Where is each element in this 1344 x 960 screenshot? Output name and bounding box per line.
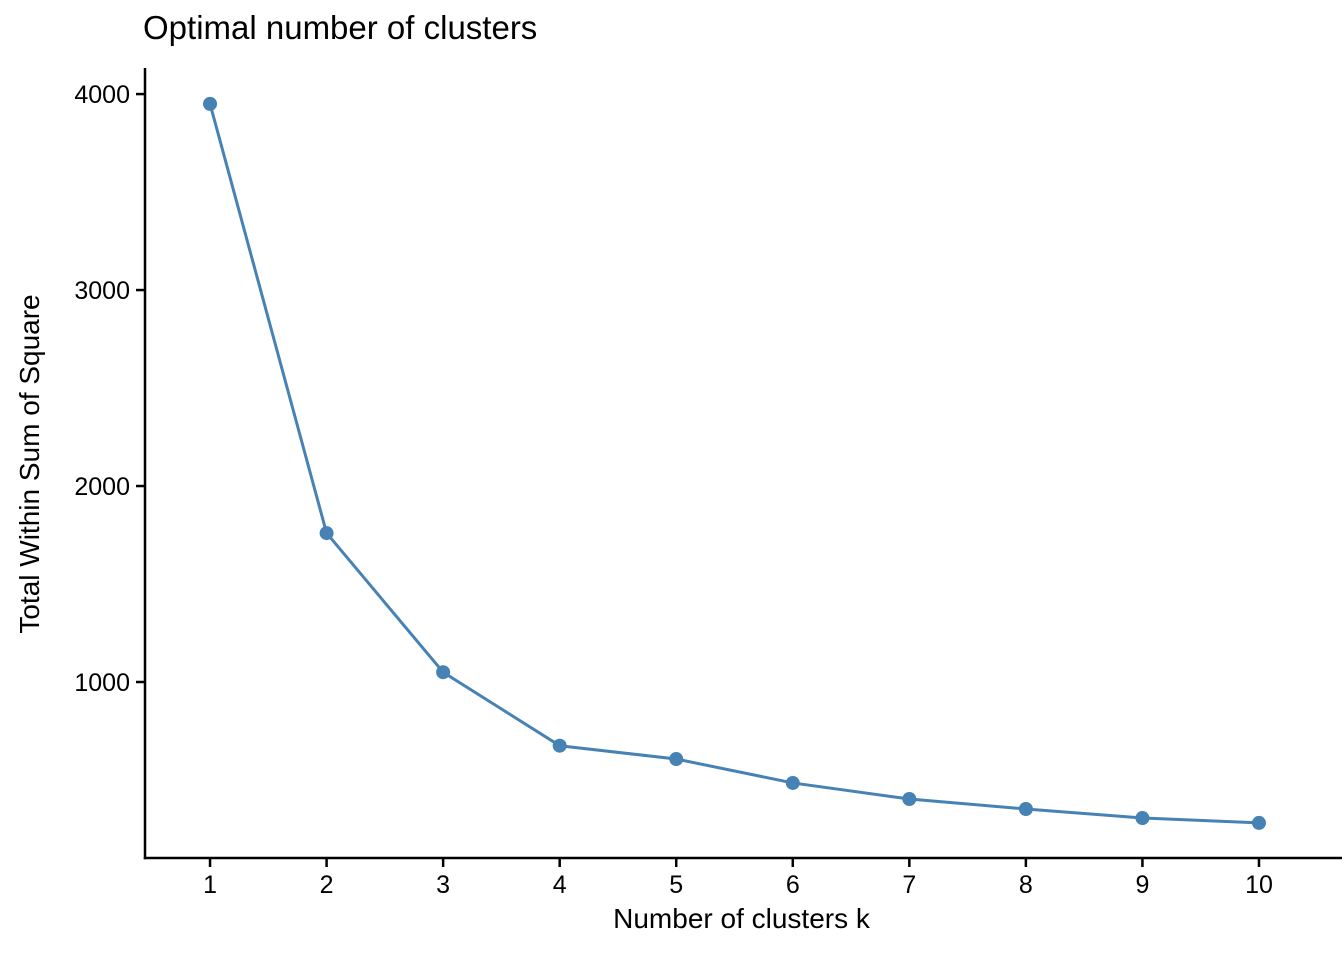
data-point xyxy=(1135,811,1150,826)
data-point xyxy=(1018,802,1033,817)
x-tick-label: 4 xyxy=(553,871,567,899)
series-line xyxy=(208,102,1261,825)
data-point xyxy=(785,775,800,790)
x-tick-label: 6 xyxy=(786,871,800,899)
chart-title: Optimal number of clusters xyxy=(143,9,538,46)
data-point xyxy=(902,792,917,807)
y-tick-label: 1000 xyxy=(74,669,130,697)
data-point xyxy=(1251,815,1266,830)
data-point xyxy=(552,738,567,753)
data-point xyxy=(669,752,684,767)
y-tick-label: 2000 xyxy=(74,473,130,501)
y-tick-label: 3000 xyxy=(74,277,130,305)
x-axis-title: Number of clusters k xyxy=(613,903,870,934)
x-tick-label: 5 xyxy=(669,871,683,899)
x-tick-label: 2 xyxy=(320,871,334,899)
data-point xyxy=(319,526,334,541)
x-tick-label: 1 xyxy=(203,871,217,899)
x-tick-label: 3 xyxy=(436,871,450,899)
y-tick-label: 4000 xyxy=(74,81,130,109)
x-tick-label: 10 xyxy=(1245,871,1273,899)
data-point xyxy=(203,96,218,111)
data-point xyxy=(436,665,451,680)
x-tick-label: 9 xyxy=(1135,871,1149,899)
x-tick-label: 7 xyxy=(902,871,916,899)
x-tick-label: 8 xyxy=(1019,871,1033,899)
